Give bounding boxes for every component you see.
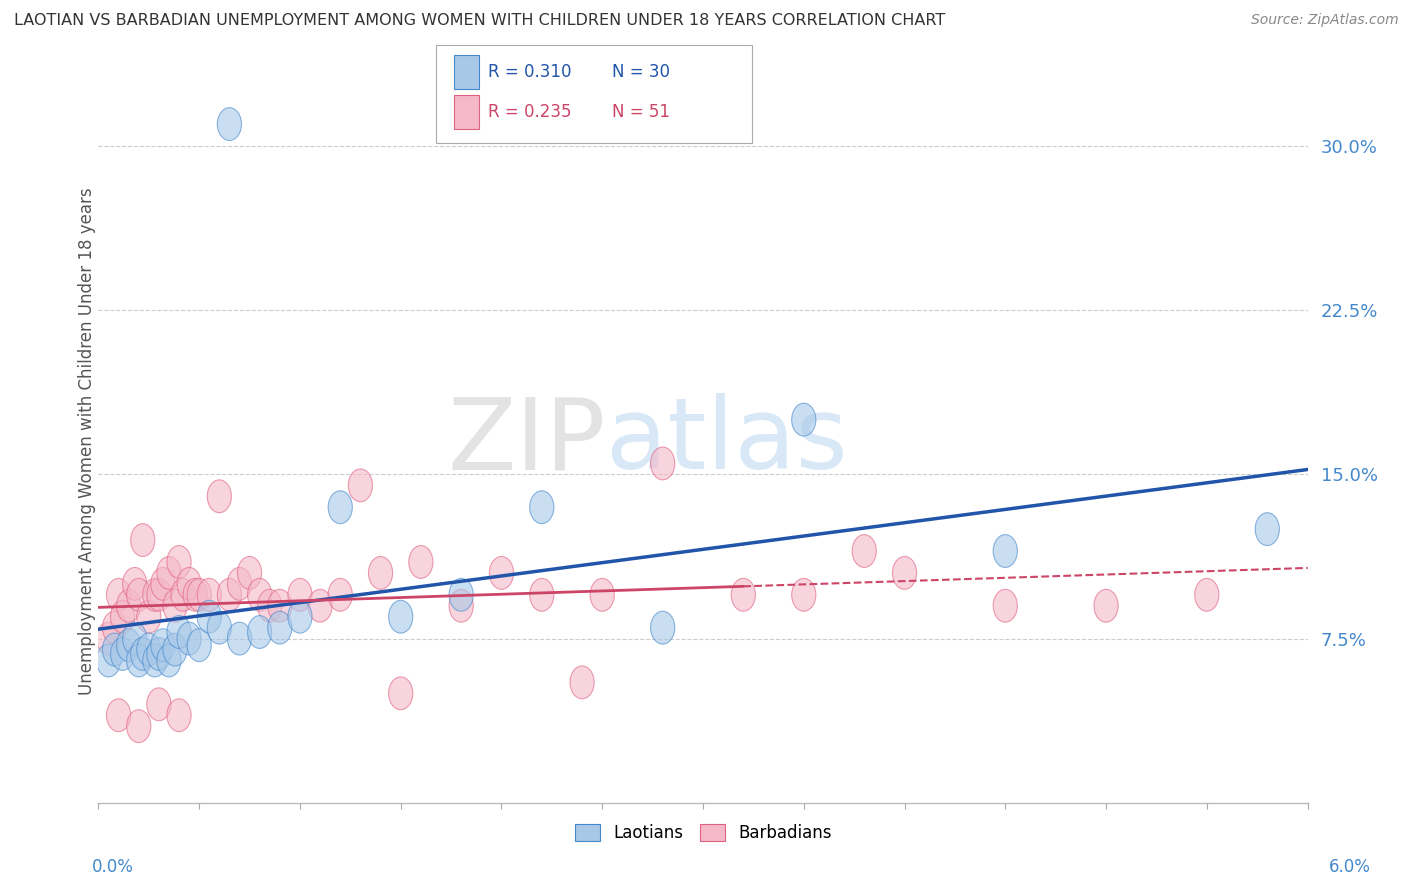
Ellipse shape xyxy=(177,623,201,655)
Ellipse shape xyxy=(131,524,155,557)
Ellipse shape xyxy=(569,666,595,698)
Ellipse shape xyxy=(449,578,474,611)
Ellipse shape xyxy=(247,615,271,648)
Ellipse shape xyxy=(591,578,614,611)
Ellipse shape xyxy=(651,611,675,644)
Ellipse shape xyxy=(97,644,121,677)
Ellipse shape xyxy=(146,578,172,611)
Ellipse shape xyxy=(187,578,211,611)
Text: N = 51: N = 51 xyxy=(612,103,669,121)
Ellipse shape xyxy=(127,710,150,742)
Ellipse shape xyxy=(349,469,373,501)
Ellipse shape xyxy=(172,578,195,611)
Ellipse shape xyxy=(127,578,150,611)
Ellipse shape xyxy=(388,600,413,633)
Ellipse shape xyxy=(328,578,353,611)
Ellipse shape xyxy=(146,688,172,721)
Ellipse shape xyxy=(150,567,174,600)
Ellipse shape xyxy=(122,567,146,600)
Ellipse shape xyxy=(388,677,413,710)
Ellipse shape xyxy=(247,578,271,611)
Ellipse shape xyxy=(197,600,221,633)
Ellipse shape xyxy=(146,638,172,671)
Ellipse shape xyxy=(449,590,474,623)
Ellipse shape xyxy=(257,590,281,623)
Ellipse shape xyxy=(267,590,292,623)
Ellipse shape xyxy=(651,447,675,480)
Legend: Laotians, Barbadians: Laotians, Barbadians xyxy=(568,817,838,848)
Ellipse shape xyxy=(167,615,191,648)
Ellipse shape xyxy=(893,557,917,590)
Ellipse shape xyxy=(993,534,1018,567)
Ellipse shape xyxy=(107,698,131,731)
Ellipse shape xyxy=(218,578,242,611)
Ellipse shape xyxy=(163,590,187,623)
Ellipse shape xyxy=(489,557,513,590)
Text: ZIP: ZIP xyxy=(449,393,606,490)
Ellipse shape xyxy=(288,578,312,611)
Ellipse shape xyxy=(163,633,187,666)
Text: N = 30: N = 30 xyxy=(612,63,669,81)
Ellipse shape xyxy=(228,623,252,655)
Ellipse shape xyxy=(143,644,167,677)
Ellipse shape xyxy=(792,578,815,611)
Ellipse shape xyxy=(288,600,312,633)
Ellipse shape xyxy=(197,578,221,611)
Ellipse shape xyxy=(267,611,292,644)
Y-axis label: Unemployment Among Women with Children Under 18 years: Unemployment Among Women with Children U… xyxy=(79,187,96,696)
Ellipse shape xyxy=(183,578,207,611)
Ellipse shape xyxy=(409,546,433,578)
Text: 6.0%: 6.0% xyxy=(1329,858,1371,876)
Ellipse shape xyxy=(1195,578,1219,611)
Ellipse shape xyxy=(207,611,232,644)
Ellipse shape xyxy=(731,578,755,611)
Ellipse shape xyxy=(238,557,262,590)
Ellipse shape xyxy=(143,578,167,611)
Text: R = 0.310: R = 0.310 xyxy=(488,63,571,81)
Ellipse shape xyxy=(1094,590,1118,623)
Ellipse shape xyxy=(122,623,146,655)
Ellipse shape xyxy=(308,590,332,623)
Ellipse shape xyxy=(103,611,127,644)
Ellipse shape xyxy=(131,638,155,671)
Ellipse shape xyxy=(97,623,121,655)
Ellipse shape xyxy=(328,491,353,524)
Text: atlas: atlas xyxy=(606,393,848,490)
Ellipse shape xyxy=(187,629,211,662)
Ellipse shape xyxy=(368,557,392,590)
Ellipse shape xyxy=(993,590,1018,623)
Ellipse shape xyxy=(792,403,815,436)
Ellipse shape xyxy=(218,108,242,140)
Text: R = 0.235: R = 0.235 xyxy=(488,103,571,121)
Ellipse shape xyxy=(103,633,127,666)
Ellipse shape xyxy=(136,600,160,633)
Ellipse shape xyxy=(157,644,181,677)
Ellipse shape xyxy=(228,567,252,600)
Ellipse shape xyxy=(530,578,554,611)
Ellipse shape xyxy=(150,629,174,662)
Ellipse shape xyxy=(157,557,181,590)
Text: LAOTIAN VS BARBADIAN UNEMPLOYMENT AMONG WOMEN WITH CHILDREN UNDER 18 YEARS CORRE: LAOTIAN VS BARBADIAN UNEMPLOYMENT AMONG … xyxy=(14,13,945,29)
Text: 0.0%: 0.0% xyxy=(91,858,134,876)
Ellipse shape xyxy=(530,491,554,524)
Ellipse shape xyxy=(1256,513,1279,546)
Ellipse shape xyxy=(167,698,191,731)
Ellipse shape xyxy=(117,629,141,662)
Ellipse shape xyxy=(107,578,131,611)
Ellipse shape xyxy=(117,590,141,623)
Ellipse shape xyxy=(127,644,150,677)
Ellipse shape xyxy=(111,638,135,671)
Ellipse shape xyxy=(207,480,232,513)
Ellipse shape xyxy=(136,633,160,666)
Ellipse shape xyxy=(111,600,135,633)
Ellipse shape xyxy=(167,546,191,578)
Text: Source: ZipAtlas.com: Source: ZipAtlas.com xyxy=(1251,13,1399,28)
Ellipse shape xyxy=(852,534,876,567)
Ellipse shape xyxy=(177,567,201,600)
